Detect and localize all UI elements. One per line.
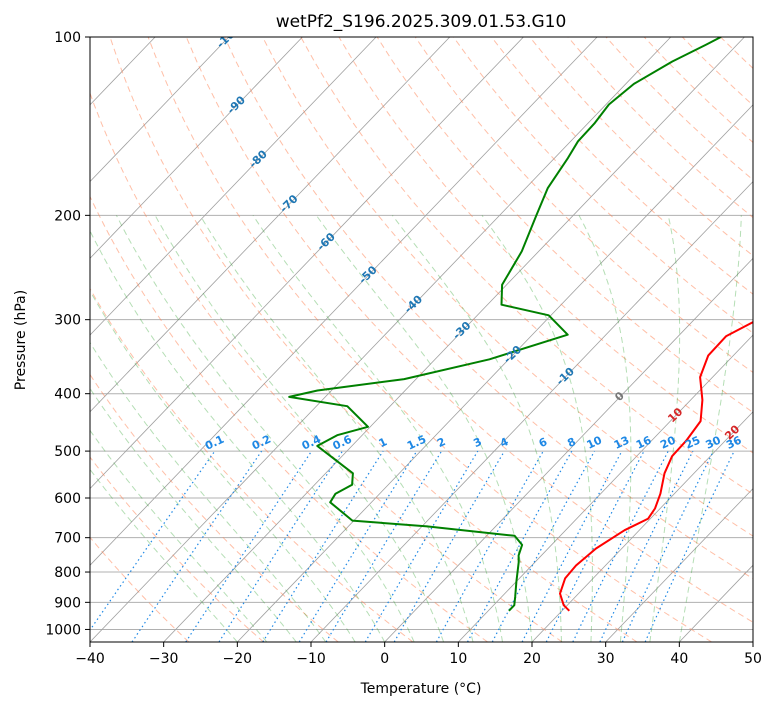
dry-adiabat-line <box>90 287 414 642</box>
y-tick-label: 1000 <box>45 622 81 638</box>
mixing-ratio-line <box>491 450 596 642</box>
mixing-ratio-label: 25 <box>683 434 702 452</box>
dry-adiabat-line <box>759 37 775 642</box>
mixing-ratio-label: 36 <box>724 433 744 451</box>
x-tick-label: 20 <box>523 651 541 667</box>
y-tick-label: 100 <box>54 30 81 46</box>
mixing-ratio-line <box>393 450 505 642</box>
mixing-ratio-line <box>572 450 669 642</box>
moist-adiabat-line <box>154 215 445 642</box>
mixing-ratio-line <box>185 450 313 642</box>
isotherm-line <box>90 37 230 183</box>
mixing-ratio-label: 10 <box>585 433 605 451</box>
dewpoint-profile <box>288 37 722 612</box>
isotherm-line <box>90 37 377 336</box>
dry-adiabat-line <box>147 37 712 642</box>
mixing-ratio-label: 20 <box>658 433 678 451</box>
mixing-ratio-line <box>364 450 479 642</box>
moist-adiabat-line <box>578 215 632 642</box>
x-tick-label: −10 <box>296 651 326 667</box>
isotherm-line <box>90 37 451 413</box>
isotherm-line <box>752 641 753 642</box>
dry-adiabat-line <box>90 91 563 642</box>
y-tick-label: 900 <box>54 595 81 611</box>
moist-adiabat-line <box>678 215 742 642</box>
isotherm-line <box>605 487 753 642</box>
x-tick-label: −20 <box>223 651 253 667</box>
isotherm-line <box>458 334 753 642</box>
y-tick-label: 800 <box>54 565 81 581</box>
mixing-ratio-line <box>298 450 418 642</box>
mixing-ratio-label: 16 <box>634 433 654 451</box>
isotherm-line <box>90 37 672 642</box>
x-tick-label: 10 <box>449 651 467 667</box>
y-tick-label: 400 <box>54 387 81 403</box>
x-axis-ticks: −40 −30 −20 −10 0 10 20 30 40 50 <box>75 642 762 667</box>
isotherm-line <box>237 104 753 642</box>
moist-adiabat-line <box>199 215 474 642</box>
dry-adiabat-line <box>185 37 753 623</box>
mixing-ratio-line <box>218 450 343 642</box>
dry-adiabat-line <box>109 37 638 642</box>
y-axis-title: Pressure (hPa) <box>13 290 29 390</box>
moist-adiabat-line <box>649 215 681 642</box>
y-tick-label: 300 <box>54 313 81 329</box>
mixing-ratio-line <box>90 450 216 632</box>
moist-adiabat-line <box>315 215 533 642</box>
mixing-ratio-line <box>621 450 714 642</box>
mixing-ratio-line <box>466 450 573 642</box>
isotherm-line <box>90 37 524 490</box>
dry-adiabat-line <box>90 373 339 642</box>
y-tick-label: 700 <box>54 531 81 547</box>
x-tick-label: 50 <box>744 651 762 667</box>
mixing-ratio-line <box>599 450 694 642</box>
y-tick-label: 500 <box>54 444 81 460</box>
dry-adiabat-line <box>90 456 264 642</box>
dry-adiabat-line <box>491 37 753 295</box>
dry-adiabat-line <box>376 37 753 413</box>
isotherm-line <box>384 257 753 642</box>
moist-adiabat-line <box>90 341 327 642</box>
temperature-profile <box>559 320 753 612</box>
x-tick-label: 30 <box>597 651 615 667</box>
mixing-ratio-line <box>325 450 443 642</box>
isotherm-line <box>531 411 753 642</box>
dry-adiabat-line <box>414 37 753 374</box>
mixing-ratio-line <box>131 450 263 642</box>
mixing-ratio-line <box>644 450 735 642</box>
mixing-ratio-label: 30 <box>704 433 724 451</box>
isotherm-line <box>0 37 8 642</box>
moist-adiabat-line <box>90 289 356 642</box>
x-axis-title: Temperature (°C) <box>360 681 482 697</box>
mixing-ratio-line <box>262 450 384 642</box>
x-tick-label: −40 <box>75 651 105 667</box>
plot-frame <box>89 36 754 643</box>
moist-adiabat-line <box>90 387 297 642</box>
x-tick-label: 0 <box>380 651 389 667</box>
y-axis-ticks: 100 200 300 400 500 600 700 800 900 1000 <box>45 30 90 638</box>
dry-adiabat-line <box>90 195 488 642</box>
moist-adiabat-line <box>481 215 593 642</box>
plot-background <box>90 37 753 642</box>
chart-title: wetPf2_S196.2025.309.01.53.G10 <box>276 12 567 32</box>
mixing-ratio-label: 13 <box>612 434 631 452</box>
background-lines <box>0 37 775 642</box>
data-series <box>288 37 753 612</box>
isotherm-line <box>163 37 745 642</box>
moist-adiabat-line <box>90 229 386 642</box>
y-tick-label: 200 <box>54 208 81 224</box>
y-tick-label: 600 <box>54 491 81 507</box>
x-tick-label: −30 <box>149 651 179 667</box>
moist-adiabat-line <box>392 215 562 642</box>
isotherm-line <box>90 37 598 566</box>
moist-adiabat-line <box>115 215 415 642</box>
dry-adiabat-line <box>452 37 753 334</box>
isotherm-line <box>90 37 303 259</box>
x-tick-label: 40 <box>670 651 688 667</box>
